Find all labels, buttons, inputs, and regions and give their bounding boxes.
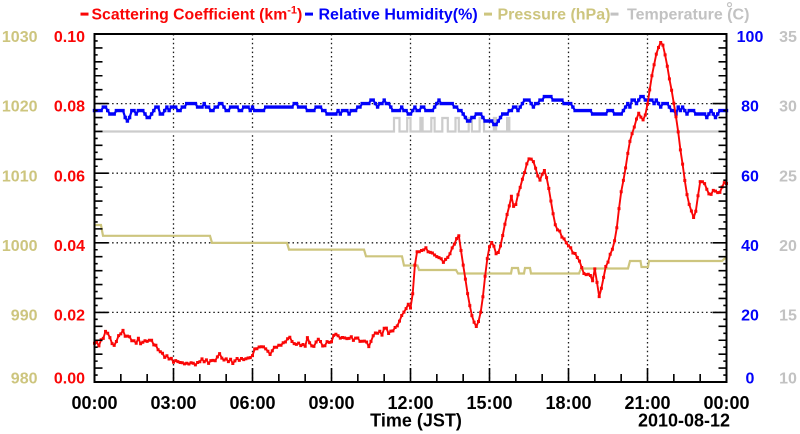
svg-text:0: 0 [746,371,755,388]
svg-text:03:00: 03:00 [150,393,196,413]
svg-text:20: 20 [779,238,797,255]
svg-text:0.06: 0.06 [54,168,85,185]
svg-text:0.04: 0.04 [54,238,85,255]
svg-text:21:00: 21:00 [624,393,670,413]
svg-text:Scattering Coefficient (km-1): Scattering Coefficient (km-1) [92,5,303,24]
svg-text:990: 990 [11,308,38,325]
svg-text:1030: 1030 [2,29,38,46]
svg-text:0.02: 0.02 [54,308,85,325]
svg-text:980: 980 [11,371,38,388]
svg-text:35: 35 [779,29,797,46]
svg-text:10: 10 [779,371,797,388]
svg-text:80: 80 [741,99,759,116]
svg-text:20: 20 [741,308,759,325]
svg-text:Temperature (C): Temperature (C) [627,7,749,24]
svg-text:Pressure (hPa): Pressure (hPa) [498,7,611,24]
svg-text:15:00: 15:00 [466,393,512,413]
svg-text:30: 30 [779,99,797,116]
svg-text:00:00: 00:00 [71,393,117,413]
svg-text:1010: 1010 [2,168,38,185]
svg-text:00:00: 00:00 [703,393,749,413]
svg-text:60: 60 [741,168,759,185]
svg-text:0.08: 0.08 [54,99,85,116]
svg-text:Time (JST): Time (JST) [370,411,462,431]
svg-text:0.10: 0.10 [54,29,85,46]
svg-text:06:00: 06:00 [229,393,275,413]
svg-text:2010-08-12: 2010-08-12 [638,411,730,431]
svg-text:1020: 1020 [2,99,38,116]
svg-text:1000: 1000 [2,238,38,255]
svg-text:25: 25 [779,168,797,185]
svg-text:12:00: 12:00 [387,393,433,413]
svg-text:15: 15 [779,308,797,325]
svg-text:40: 40 [741,238,759,255]
svg-text:09:00: 09:00 [308,393,354,413]
svg-text:18:00: 18:00 [545,393,591,413]
svg-text:Relative Humidity(%): Relative Humidity(%) [319,7,478,24]
svg-text:0.00: 0.00 [54,371,85,388]
svg-text:100: 100 [737,29,764,46]
